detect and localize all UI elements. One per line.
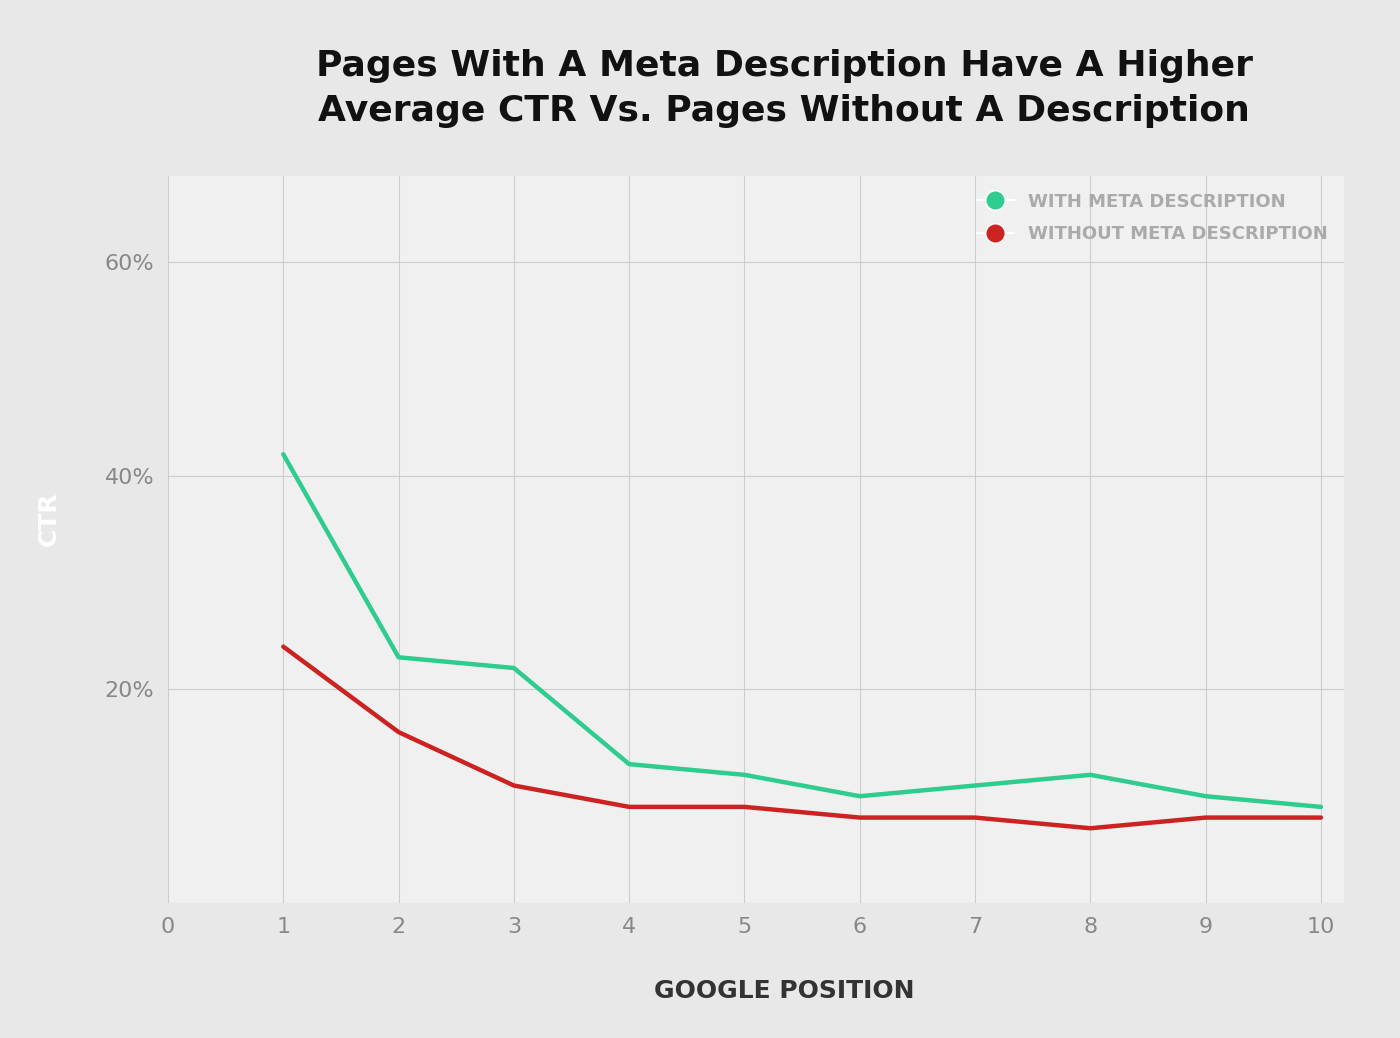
Legend: WITH META DESCRIPTION, WITHOUT META DESCRIPTION: WITH META DESCRIPTION, WITHOUT META DESC… [970,186,1336,250]
Text: GOOGLE POSITION: GOOGLE POSITION [654,979,914,1004]
Text: Pages With A Meta Description Have A Higher
Average CTR Vs. Pages Without A Desc: Pages With A Meta Description Have A Hig… [315,49,1253,128]
Text: CTR: CTR [36,492,62,546]
